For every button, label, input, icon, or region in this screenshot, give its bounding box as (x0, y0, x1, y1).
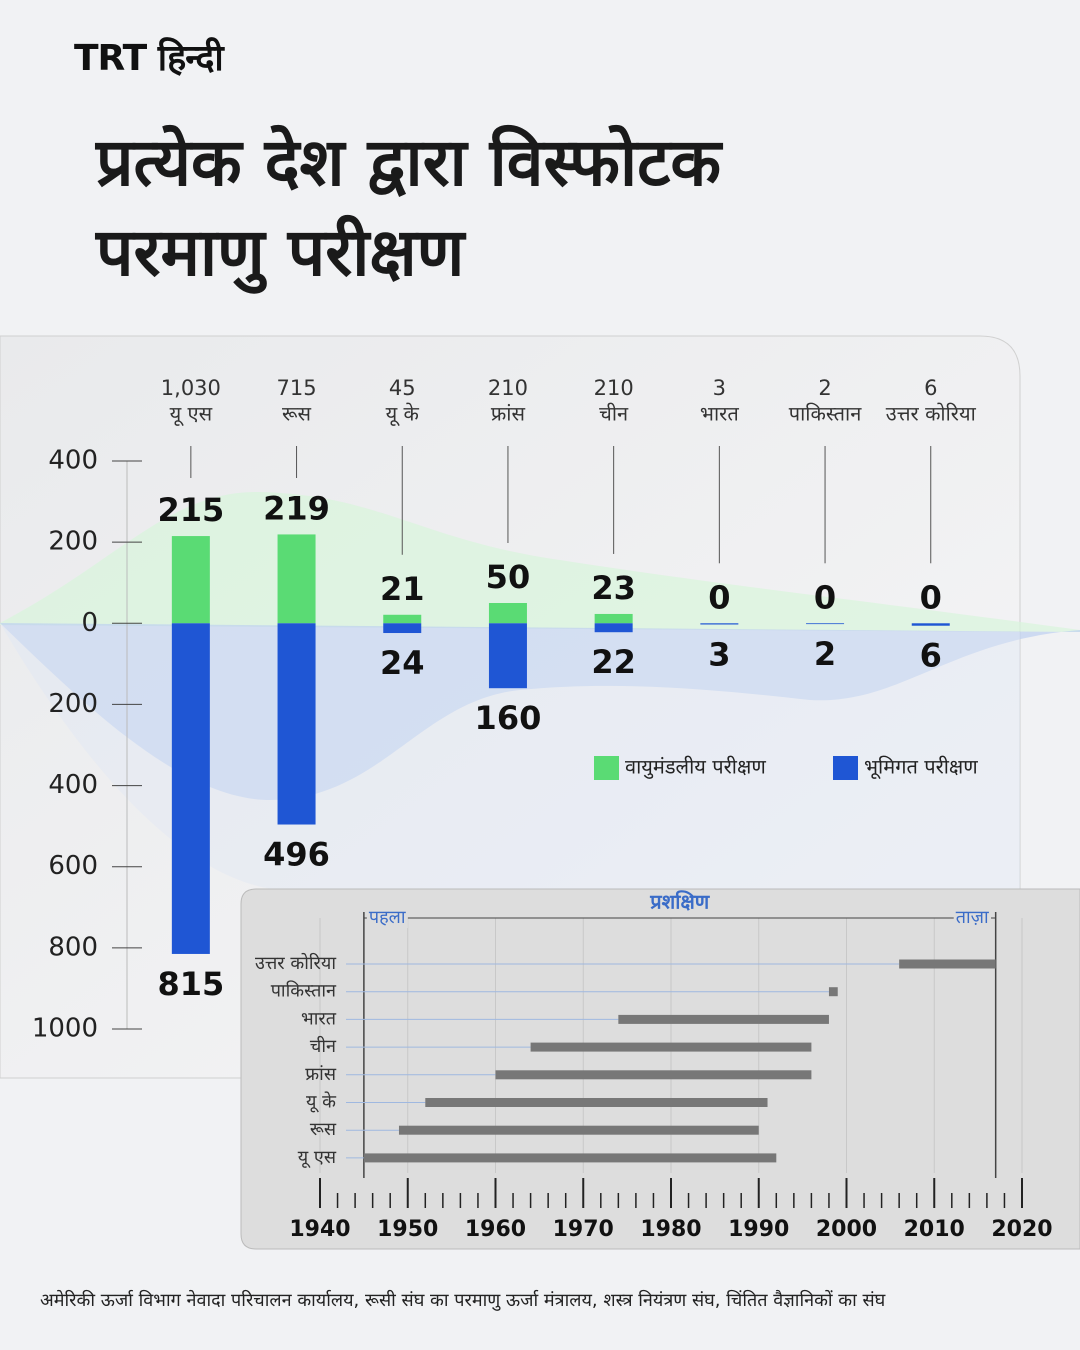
source: अमेरिकी ऊर्जा विभाग नेवादा परिचालन कार्य… (40, 1290, 886, 1311)
value-label: 0 (708, 578, 730, 616)
y-tick-label: 800 (48, 932, 98, 962)
category-label: पाकिस्तान (271, 980, 337, 1002)
total-label: 2 (818, 376, 831, 400)
bar (398, 1125, 759, 1135)
bar (594, 613, 633, 624)
bar (530, 1042, 812, 1052)
total-label: 45 (389, 376, 416, 400)
bar (383, 623, 422, 634)
legend-swatch (594, 756, 619, 780)
bar (488, 623, 527, 689)
value-label: 21 (380, 570, 425, 608)
category-label: फ्रांस (305, 1064, 337, 1085)
bar (911, 623, 950, 626)
bar (828, 987, 838, 997)
panel (240, 888, 1080, 1250)
value-label: 22 (591, 643, 636, 681)
bar (899, 959, 996, 969)
category-label: यू एस (170, 402, 213, 427)
bar (618, 1014, 829, 1024)
value-label: 0 (814, 578, 836, 616)
category-label: पाकिस्तान (789, 402, 862, 426)
x-tick-label: 1980 (640, 1217, 701, 1242)
y-tick-label: 400 (48, 446, 98, 476)
annotation-label: ताज़ा (956, 907, 989, 928)
x-tick-label: 1990 (728, 1217, 789, 1242)
category-label: भारत (301, 1008, 337, 1029)
x-tick-label: 1940 (289, 1217, 350, 1242)
bar (277, 623, 316, 825)
legend-label: वायुमंडलीय परीक्षण (625, 755, 766, 780)
x-tick-label: 2020 (991, 1217, 1052, 1242)
annotation-bg (366, 907, 408, 928)
bar (363, 1153, 777, 1163)
y-tick-label: 1000 (32, 1014, 98, 1044)
bar (277, 534, 316, 624)
bar (594, 623, 633, 633)
x-tick-label: 2000 (816, 1217, 877, 1242)
bar (495, 1070, 812, 1080)
category-label: रूस (282, 402, 312, 426)
category-label: चीन (599, 402, 629, 426)
annotation-label: पहला (369, 907, 406, 928)
bar (171, 623, 210, 954)
value-label: 215 (157, 491, 224, 529)
total-label: 3 (713, 376, 726, 400)
timeline-title: प्रशक्षिण (649, 890, 710, 914)
decor-area (0, 623, 1080, 800)
category-label: भारत (700, 402, 739, 426)
y-tick-label: 0 (81, 608, 98, 638)
value-label: 3 (708, 636, 730, 674)
category-label: चीन (310, 1035, 337, 1057)
x-tick-label: 2010 (904, 1217, 965, 1242)
value-label: 23 (591, 569, 636, 607)
value-label: 24 (380, 644, 425, 682)
total-label: 715 (277, 376, 317, 400)
category-label: यू के (306, 1091, 337, 1113)
timeline-chart: 1940 1950 1960 1970 1980 1990 2000 2010 2020 प्रश… (255, 890, 1053, 1243)
value-label: 219 (263, 489, 330, 527)
total-label: 210 (488, 376, 528, 400)
legend-label: भूमिगत परीक्षण (864, 755, 978, 780)
legend-swatch (833, 756, 858, 780)
brand: TRT हिन्दी (74, 38, 224, 79)
value-label: 160 (475, 699, 542, 737)
total-label: 1,030 (161, 376, 221, 400)
category-label: रूस (310, 1119, 337, 1140)
category-label: यू एस (298, 1147, 337, 1168)
bar (171, 536, 210, 624)
bar (806, 623, 845, 625)
y-tick-label: 200 (48, 527, 98, 557)
category-label: फ्रांस (491, 402, 526, 426)
value-label: 50 (486, 558, 531, 596)
title: प्रत्येक देश द्वारा विस्फोटक परमाणु परीक… (96, 124, 722, 291)
category-label: उत्तर कोरिया (255, 952, 336, 974)
decor-area (0, 491, 1080, 632)
value-label: 2 (814, 635, 836, 673)
y-tick-label: 400 (48, 770, 98, 800)
value-label: 0 (920, 578, 942, 616)
x-tick-label: 1960 (465, 1217, 526, 1242)
value-label: 6 (920, 637, 942, 675)
y-tick-label: 200 (48, 689, 98, 719)
bar (425, 1098, 768, 1107)
bar (383, 614, 422, 624)
y-tick-label: 600 (48, 851, 98, 881)
value-label: 815 (157, 965, 224, 1003)
category-label: यू के (386, 402, 420, 427)
total-label: 6 (924, 376, 937, 400)
total-label: 210 (594, 376, 634, 400)
x-tick-label: 1950 (377, 1217, 438, 1242)
category-label: उत्तर कोरिया (886, 402, 977, 426)
decor-area (0, 623, 1020, 890)
annotation-bg (953, 907, 991, 928)
x-tick-label: 1970 (553, 1217, 614, 1242)
value-label: 496 (263, 836, 330, 874)
bar (488, 603, 527, 624)
bar (700, 623, 739, 625)
